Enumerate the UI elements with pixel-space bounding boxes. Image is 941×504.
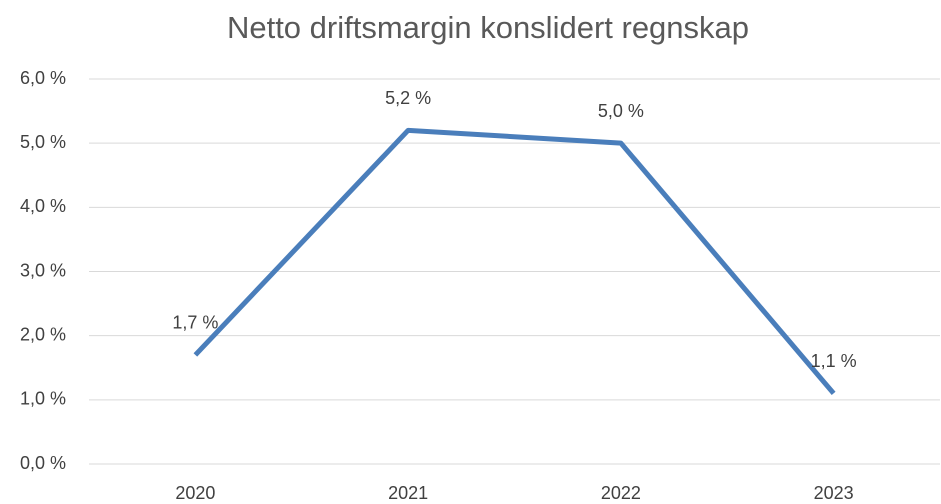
x-tick-label: 2023 bbox=[814, 483, 854, 503]
data-line bbox=[193, 127, 836, 396]
data-label: 1,1 % bbox=[811, 351, 857, 371]
y-tick-label: 6,0 % bbox=[20, 68, 66, 88]
y-tick-label: 2,0 % bbox=[20, 324, 66, 344]
y-tick-label: 1,0 % bbox=[20, 389, 66, 409]
x-tick-label: 2022 bbox=[601, 483, 641, 503]
x-tick-label: 2021 bbox=[388, 483, 428, 503]
x-tick-label: 2020 bbox=[175, 483, 215, 503]
data-label: 5,2 % bbox=[385, 88, 431, 108]
y-tick-label: 5,0 % bbox=[20, 132, 66, 152]
data-label: 5,0 % bbox=[598, 101, 644, 121]
y-tick-label: 0,0 % bbox=[20, 453, 66, 473]
y-tick-label: 4,0 % bbox=[20, 196, 66, 216]
data-label: 1,7 % bbox=[172, 313, 218, 333]
y-tick-label: 3,0 % bbox=[20, 260, 66, 280]
chart-title: Netto driftsmargin konslidert regnskap bbox=[227, 10, 749, 45]
